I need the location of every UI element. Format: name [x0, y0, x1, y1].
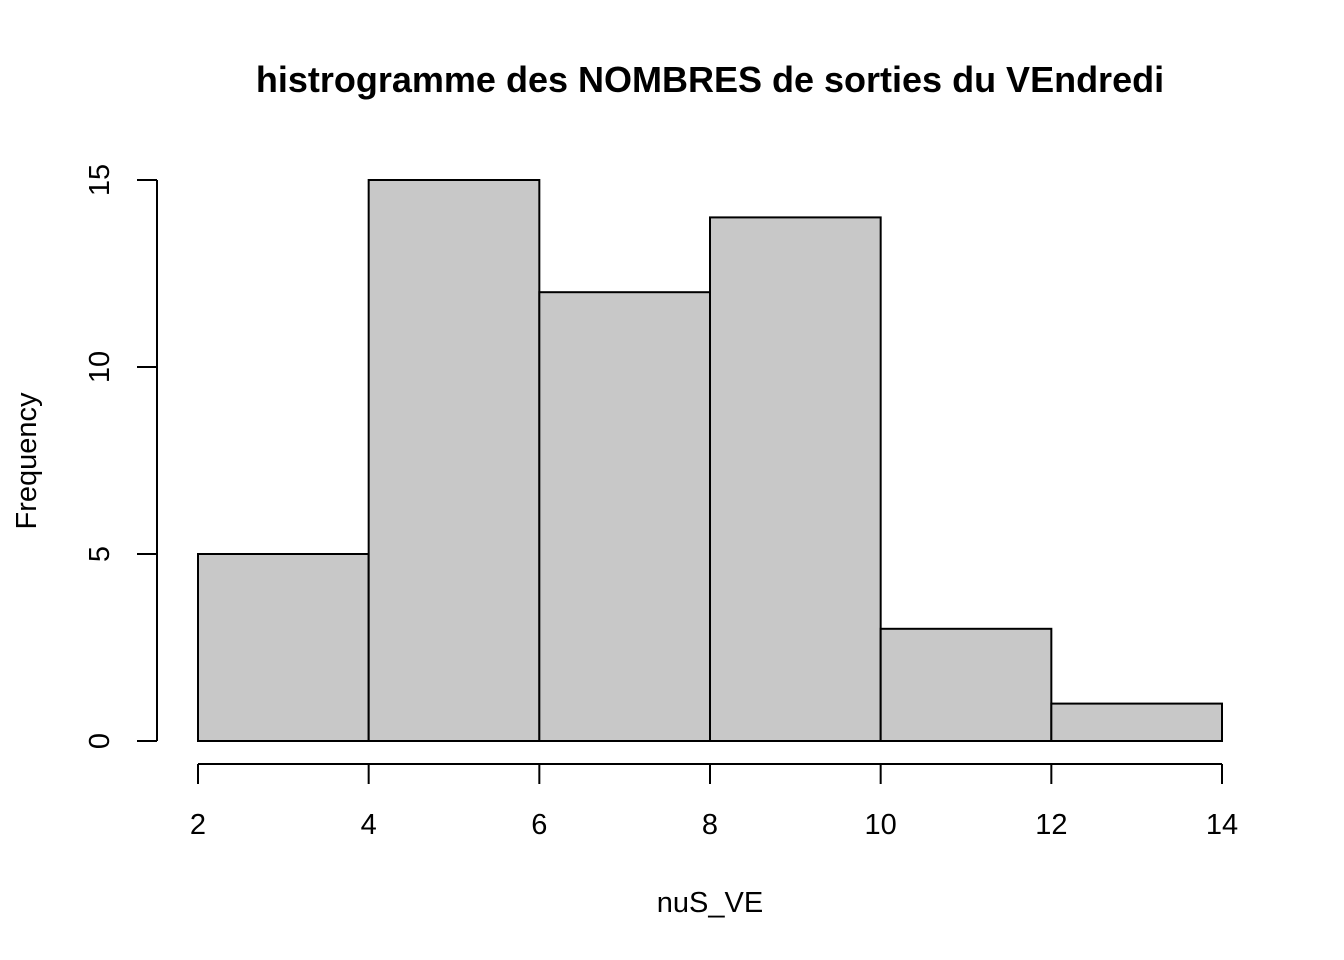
- x-tick-label: 2: [190, 809, 206, 841]
- x-tick-label: 4: [361, 809, 377, 841]
- histogram-bar: [197, 553, 370, 742]
- histogram-bar: [709, 216, 882, 742]
- histogram-bar: [367, 179, 541, 742]
- y-tick-label: 5: [84, 546, 116, 562]
- x-tick-label: 12: [1035, 809, 1067, 841]
- y-tick-label: 0: [84, 733, 116, 749]
- histogram-bar: [538, 291, 711, 742]
- x-axis: 2 4 6 8 10 12 14: [190, 763, 1238, 841]
- histogram-bar: [879, 627, 1053, 742]
- x-axis-label: nuS_VE: [657, 887, 763, 919]
- y-axis: 0 5 10 15: [84, 164, 158, 749]
- y-tick-label: 10: [84, 351, 116, 383]
- histogram-bar: [1050, 702, 1224, 742]
- y-tick-label: 15: [84, 164, 116, 196]
- x-tick-label: 8: [702, 809, 718, 841]
- x-tick-label: 14: [1206, 809, 1238, 841]
- y-axis-label: Frequency: [11, 392, 43, 530]
- x-tick-label: 6: [531, 809, 547, 841]
- x-tick-label: 10: [865, 809, 897, 841]
- bars-group: [197, 179, 1224, 742]
- chart-title: histrogramme des NOMBRES de sorties du V…: [256, 59, 1164, 100]
